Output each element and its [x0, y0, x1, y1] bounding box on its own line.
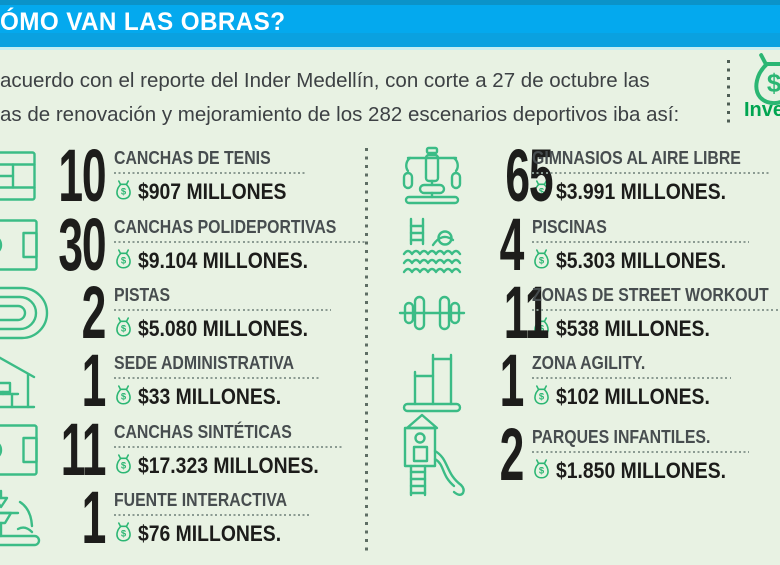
- intro-dotted-divider: [727, 60, 730, 123]
- stat-item-piscinas: 4 PISCINAS $ $5.303 MILLONES.: [390, 203, 778, 287]
- svg-text:$: $: [767, 70, 780, 98]
- item-amount: $33 MILLONES.: [138, 383, 282, 409]
- stat-item-sede-administrativa: 1 SEDE ADMINISTRATIVA $ $33 MILLONES.: [0, 339, 362, 423]
- sports-field-icon: [0, 219, 38, 271]
- item-label: SEDE ADMINISTRATIVA: [114, 353, 319, 379]
- item-label: CANCHAS SINTÉTICAS: [114, 422, 344, 448]
- item-count: 1: [499, 339, 525, 423]
- item-label: PISTAS: [114, 285, 332, 311]
- svg-text:$: $: [539, 391, 545, 402]
- outdoor-gym-icon: [390, 146, 474, 206]
- money-bag-icon: $: [532, 248, 551, 274]
- money-bag-icon: $: [114, 521, 133, 547]
- item-count: 2: [499, 413, 525, 497]
- item-count: 1: [81, 476, 107, 560]
- item-count: 4: [499, 203, 525, 287]
- investment-label: Inve: [744, 99, 780, 121]
- item-count: 30: [58, 203, 106, 287]
- item-amount: $76 MILLONES.: [138, 520, 282, 546]
- stat-item-parques-infantiles: 2 PARQUES INFANTILES. $ $1.850 MILLONES.: [390, 413, 778, 497]
- money-bag-icon: $: [114, 453, 133, 479]
- fountain-icon: [0, 488, 44, 548]
- item-amount: $9.104 MILLONES.: [138, 247, 309, 273]
- item-label: CANCHAS DE TENIS: [114, 148, 307, 174]
- item-label: ZONA AGILITY.: [532, 353, 731, 379]
- svg-text:$: $: [121, 391, 127, 402]
- stat-item-gimnasios-al-aire-libre: 65 GIMNASIOS AL AIRE LIBRE $ $3.991 MILL…: [390, 134, 778, 218]
- item-amount: $3.991 MILLONES.: [556, 178, 727, 204]
- center-dotted-divider: [365, 148, 368, 552]
- svg-text:$: $: [539, 186, 545, 197]
- svg-text:$: $: [539, 465, 545, 476]
- admin-building-icon: [0, 350, 36, 412]
- investment-money-bag-icon: $: [748, 50, 780, 111]
- item-count: 65: [505, 134, 553, 218]
- item-amount: $538 MILLONES.: [556, 315, 710, 341]
- item-amount: $5.080 MILLONES.: [138, 315, 309, 341]
- stat-item-zona-agility: 1 ZONA AGILITY. $ $102 MILLONES.: [390, 339, 778, 423]
- money-bag-icon: $: [114, 248, 133, 274]
- tennis-court-icon: [0, 151, 36, 201]
- svg-text:$: $: [539, 255, 545, 266]
- item-amount: $102 MILLONES.: [556, 383, 710, 409]
- svg-text:$: $: [121, 323, 127, 334]
- item-amount: $907 MILLONES: [138, 178, 287, 204]
- item-count: 11: [60, 408, 106, 492]
- item-label: PARQUES INFANTILES.: [532, 427, 750, 453]
- money-bag-icon: $: [532, 179, 551, 205]
- svg-text:$: $: [121, 186, 127, 197]
- money-bag-icon: $: [114, 179, 133, 205]
- item-label: PISCINAS: [532, 217, 750, 243]
- intro-text: acuerdo con el reporte del Inder Medellí…: [0, 64, 710, 132]
- item-count: 10: [58, 134, 106, 218]
- stat-item-canchas-polideportivas: 30 CANCHAS POLIDEPORTIVAS $ $9.104 MILLO…: [0, 203, 367, 287]
- item-count: 1: [81, 339, 107, 423]
- item-label: GIMNASIOS AL AIRE LIBRE: [532, 148, 770, 174]
- intro-line-2: as de renovación y mejoramiento de los 2…: [0, 103, 680, 126]
- svg-text:$: $: [121, 255, 127, 266]
- stat-item-zonas-de-street-workout: 11 ZONAS DE STREET WORKOUT $ $538 MILLON…: [390, 271, 780, 355]
- playground-icon: [390, 413, 474, 497]
- money-bag-icon: $: [114, 384, 133, 410]
- item-count: 2: [81, 271, 107, 355]
- money-bag-icon: $: [532, 384, 551, 410]
- money-bag-icon: $: [532, 458, 551, 484]
- synthetic-field-icon: [0, 424, 38, 476]
- svg-text:$: $: [121, 460, 127, 471]
- agility-bars-icon: [390, 349, 474, 413]
- item-label: FUENTE INTERACTIVA: [114, 490, 311, 516]
- money-bag-icon: $: [532, 316, 551, 342]
- running-track-icon: [0, 286, 49, 340]
- item-count: 11: [503, 271, 550, 355]
- stat-item-canchas-de-tenis: 10 CANCHAS DE TENIS $ $907 MILLONES: [0, 134, 362, 218]
- item-label: ZONAS DE STREET WORKOUT: [532, 285, 780, 311]
- intro-line-1: acuerdo con el reporte del Inder Medellí…: [0, 69, 650, 92]
- pool-icon: [390, 214, 474, 276]
- svg-text:$: $: [121, 528, 127, 539]
- dumbbell-icon: [390, 291, 474, 335]
- item-amount: $5.303 MILLONES.: [556, 247, 727, 273]
- item-label: CANCHAS POLIDEPORTIVAS: [114, 217, 367, 243]
- page-title: ÓMO VAN LAS OBRAS?: [0, 7, 286, 36]
- item-amount: $17.323 MILLONES.: [138, 452, 319, 478]
- svg-text:$: $: [539, 323, 545, 334]
- item-amount: $1.850 MILLONES.: [556, 457, 727, 483]
- stat-item-pistas: 2 PISTAS $ $5.080 MILLONES.: [0, 271, 362, 355]
- stat-item-fuente-interactiva: 1 FUENTE INTERACTIVA $ $76 MILLONES.: [0, 476, 362, 560]
- money-bag-icon: $: [114, 316, 133, 342]
- header-bar: ÓMO VAN LAS OBRAS?: [0, 0, 780, 50]
- stat-item-canchas-sinteticas: 11 CANCHAS SINTÉTICAS $ $17.323 MILLONES…: [0, 408, 362, 492]
